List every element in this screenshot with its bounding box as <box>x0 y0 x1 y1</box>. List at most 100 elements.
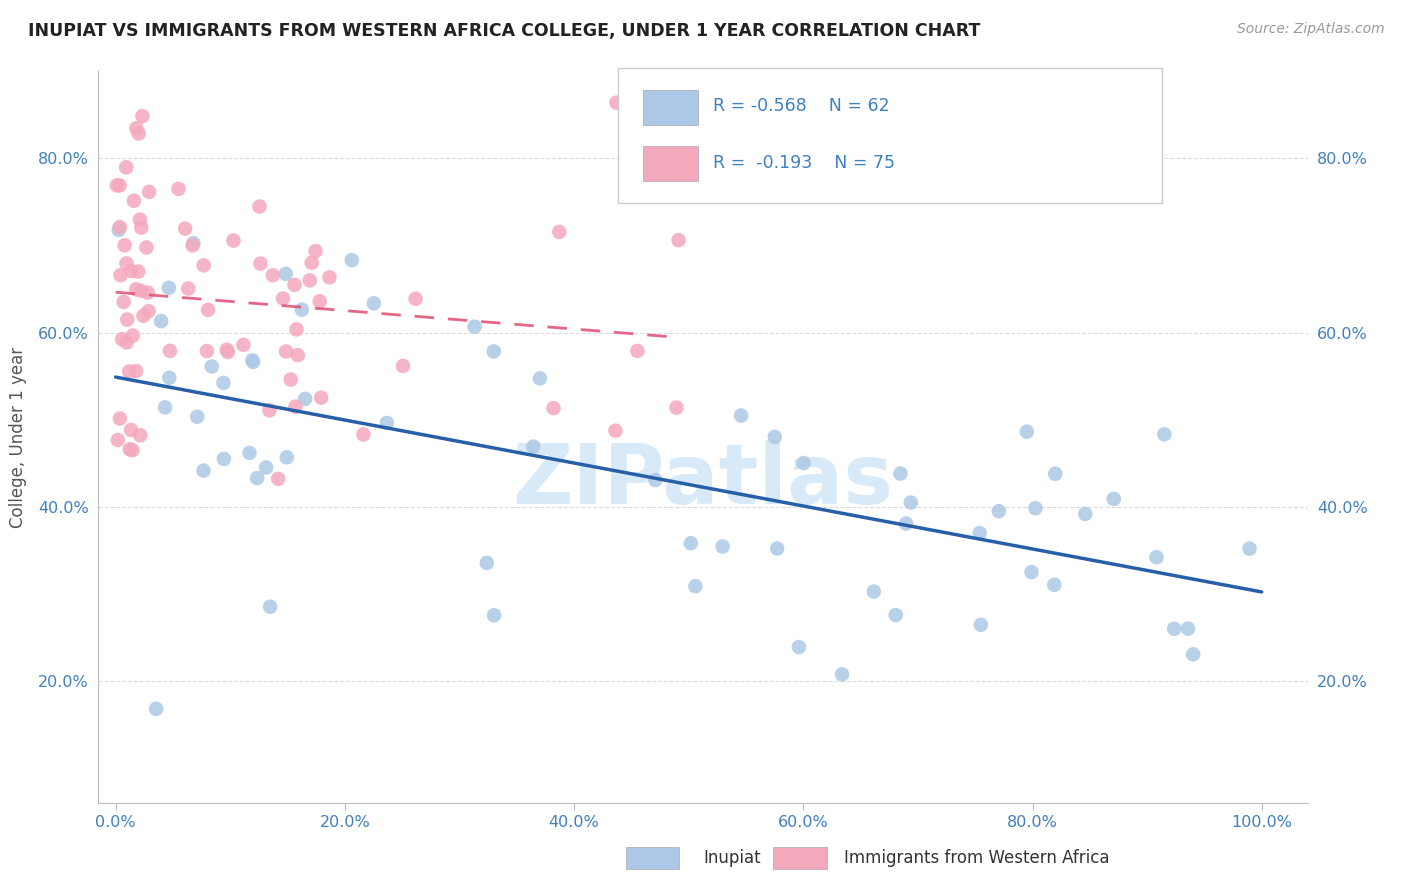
Point <box>644 473 666 487</box>
Point <box>118 442 141 457</box>
Point <box>287 348 309 362</box>
Point <box>1239 541 1261 556</box>
FancyBboxPatch shape <box>643 146 699 181</box>
Point <box>108 178 131 193</box>
Point <box>259 403 281 417</box>
Text: Source: ZipAtlas.com: Source: ZipAtlas.com <box>1237 22 1385 37</box>
Point <box>1102 491 1125 506</box>
Point <box>262 268 284 283</box>
Point <box>529 371 551 385</box>
Point <box>283 277 305 292</box>
Point <box>889 467 911 481</box>
Point <box>183 236 205 251</box>
Point <box>787 640 810 654</box>
Point <box>167 182 190 196</box>
Point <box>111 332 134 346</box>
Text: Inupiat: Inupiat <box>703 849 761 867</box>
Point <box>766 541 789 556</box>
Point <box>763 430 786 444</box>
Point <box>267 472 290 486</box>
Text: Immigrants from Western Africa: Immigrants from Western Africa <box>844 849 1109 867</box>
Point <box>115 312 138 326</box>
Point <box>240 353 263 368</box>
Point <box>125 121 148 136</box>
Point <box>136 285 159 300</box>
Point <box>129 284 152 298</box>
Point <box>157 370 180 384</box>
Point <box>665 401 688 415</box>
Point <box>138 185 160 199</box>
Point <box>159 343 181 358</box>
Point <box>1043 578 1066 592</box>
Point <box>112 294 135 309</box>
Point <box>679 536 702 550</box>
Point <box>1015 425 1038 439</box>
Point <box>900 495 922 509</box>
Point <box>193 464 215 478</box>
Point <box>186 409 208 424</box>
Point <box>884 608 907 623</box>
Point <box>115 161 138 175</box>
Point <box>129 220 152 235</box>
Point <box>1146 550 1168 565</box>
Point <box>128 127 150 141</box>
Point <box>543 401 565 416</box>
Point <box>1074 507 1097 521</box>
FancyBboxPatch shape <box>619 68 1163 203</box>
Point <box>131 109 153 123</box>
Point <box>291 302 314 317</box>
Point <box>1153 427 1175 442</box>
Point <box>201 359 224 374</box>
Point <box>862 584 884 599</box>
Point <box>363 296 385 310</box>
Point <box>249 200 271 214</box>
Point <box>271 292 294 306</box>
Point <box>375 416 398 430</box>
Point <box>392 359 415 373</box>
Point <box>1024 501 1046 516</box>
Point <box>174 221 197 235</box>
Point <box>730 409 752 423</box>
Point <box>259 599 281 614</box>
Point <box>157 281 180 295</box>
Point <box>405 292 427 306</box>
Point <box>1021 565 1043 579</box>
Point <box>482 344 505 359</box>
Point <box>1182 648 1205 662</box>
Point <box>304 244 326 258</box>
Point <box>793 456 815 470</box>
Point <box>127 264 149 278</box>
Point <box>475 556 498 570</box>
Point <box>1163 622 1185 636</box>
Text: R = -0.568    N = 62: R = -0.568 N = 62 <box>713 97 890 115</box>
Point <box>177 281 200 295</box>
Point <box>276 450 298 465</box>
Point <box>120 264 142 278</box>
Point <box>108 411 131 425</box>
Point <box>118 364 141 378</box>
Point <box>685 579 707 593</box>
Point <box>115 335 138 350</box>
Point <box>970 617 993 632</box>
Point <box>238 446 260 460</box>
Point <box>232 338 254 352</box>
Point <box>1177 622 1199 636</box>
Point <box>711 540 734 554</box>
Point <box>215 343 238 357</box>
Point <box>114 238 136 252</box>
Point <box>605 424 627 438</box>
Point <box>668 233 690 247</box>
Point <box>284 400 307 414</box>
Point <box>107 223 129 237</box>
Text: ZIPatlas: ZIPatlas <box>513 441 893 522</box>
Point <box>197 302 219 317</box>
Point <box>110 268 132 283</box>
Point <box>105 178 128 193</box>
Point <box>222 234 245 248</box>
Point <box>122 194 145 208</box>
Point <box>294 392 316 406</box>
Point <box>605 95 627 110</box>
Point <box>987 504 1010 518</box>
Point <box>274 344 297 359</box>
Point <box>254 460 277 475</box>
